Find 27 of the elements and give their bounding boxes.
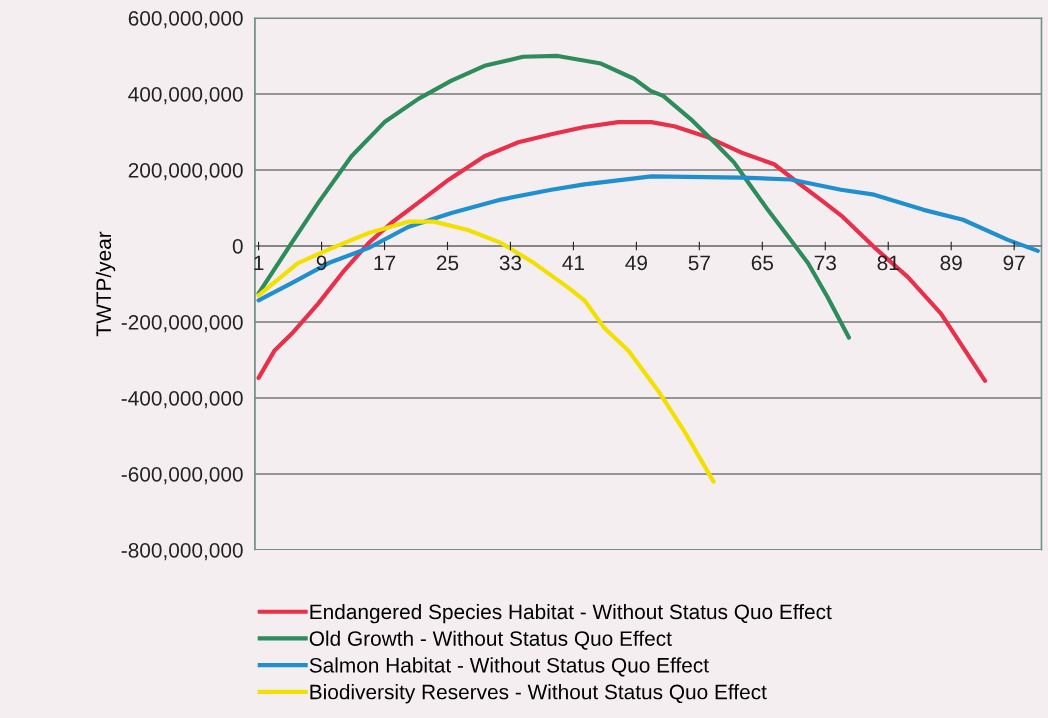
x-tick-label: 25 (436, 255, 459, 271)
line-series (256, 174, 1040, 303)
y-tick-label: -800,000,000 (121, 542, 243, 561)
x-tick-label: 17 (374, 255, 396, 271)
legend-label: Biodiversity Reserves - Without Status Quo Effect (310, 684, 767, 704)
x-tick-label: 57 (688, 255, 710, 271)
x-tick-label: 89 (940, 255, 962, 271)
y-tick-label: -400,000,000 (121, 390, 243, 409)
x-tick-label: 33 (499, 255, 522, 271)
y-tick-label: 600,000,000 (128, 10, 243, 29)
y-tick-label: 200,000,000 (128, 162, 243, 181)
x-tick-label: 49 (625, 255, 647, 271)
x-tick-label: 97 (1003, 255, 1025, 271)
y-tick-label: -600,000,000 (121, 466, 243, 485)
legend-label: Endangered Species Habitat - Without Status Quo Effect (310, 603, 832, 624)
line-series (256, 219, 716, 484)
legend-label: Old Growth - Without Status Quo Effect (309, 630, 672, 650)
x-tick-label: 73 (814, 255, 836, 271)
y-tick-label: 400,000,000 (128, 86, 243, 105)
y-tick-label: -200,000,000 (121, 314, 243, 333)
line-series (256, 119, 988, 383)
x-tick-label: 41 (562, 255, 584, 271)
line-series (256, 53, 851, 340)
y-tick-label: 0 (232, 238, 243, 254)
y-axis-title: TWTP/year (95, 231, 116, 337)
x-tick-label: 65 (751, 255, 774, 271)
legend-label: Salmon Habitat - Without Status Quo Effect (309, 657, 709, 677)
